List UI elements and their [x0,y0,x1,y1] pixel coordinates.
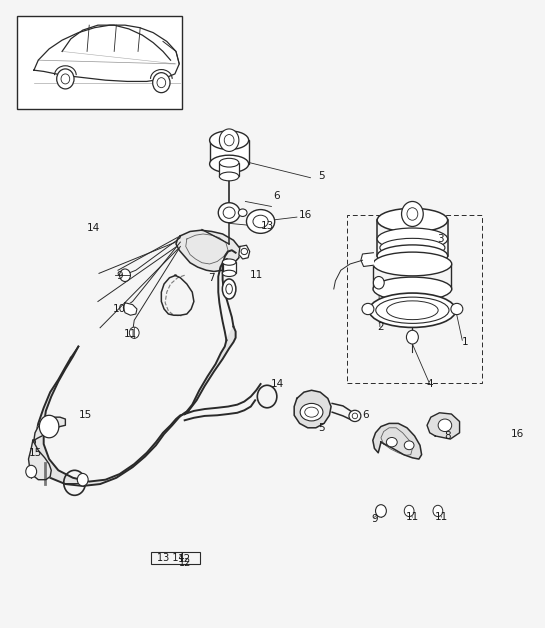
Circle shape [402,202,423,227]
Ellipse shape [246,210,275,234]
Ellipse shape [241,248,247,254]
Circle shape [224,134,234,146]
Ellipse shape [219,158,239,167]
Ellipse shape [373,252,452,276]
Circle shape [376,505,386,517]
Bar [222,262,236,273]
Circle shape [129,327,139,338]
Polygon shape [34,417,65,440]
Circle shape [26,465,37,478]
Text: 14: 14 [87,223,100,233]
Ellipse shape [253,215,268,228]
Text: 11: 11 [435,512,449,522]
Circle shape [157,78,166,88]
Ellipse shape [377,208,447,232]
Bar [219,163,239,176]
Text: 15: 15 [79,410,92,420]
Circle shape [407,330,419,344]
Ellipse shape [349,410,361,421]
Bar [347,215,482,383]
Ellipse shape [300,403,323,421]
Ellipse shape [219,203,240,223]
Polygon shape [427,413,459,439]
Polygon shape [123,303,137,315]
Text: 4: 4 [426,379,433,389]
Polygon shape [373,423,422,459]
Ellipse shape [377,228,447,250]
Text: 5: 5 [318,171,325,181]
Text: 7: 7 [208,273,215,283]
Text: 9: 9 [371,514,378,524]
Ellipse shape [352,413,358,419]
Ellipse shape [386,438,397,447]
Text: 11: 11 [124,329,137,339]
Text: 3: 3 [437,234,444,244]
Ellipse shape [451,303,463,315]
Circle shape [153,73,170,93]
Circle shape [77,474,88,486]
Ellipse shape [438,419,452,431]
Ellipse shape [210,131,249,149]
Text: 13 14: 13 14 [157,553,184,563]
Ellipse shape [226,284,232,294]
Ellipse shape [362,303,374,315]
Ellipse shape [380,239,445,257]
Circle shape [407,208,418,220]
Text: 8: 8 [444,431,450,441]
Circle shape [57,69,74,89]
Text: 2: 2 [378,322,384,332]
Ellipse shape [222,279,236,299]
Circle shape [404,506,414,517]
Circle shape [119,269,130,281]
Text: 13: 13 [261,222,274,232]
Ellipse shape [386,301,438,320]
Ellipse shape [222,270,236,276]
Text: 10: 10 [113,304,126,314]
Polygon shape [28,440,51,480]
Circle shape [39,415,59,438]
Circle shape [373,276,384,289]
Ellipse shape [305,407,318,417]
Text: 14: 14 [271,379,284,389]
Text: 6: 6 [362,410,369,420]
Ellipse shape [210,155,249,173]
Text: 16: 16 [299,210,312,220]
Text: 16: 16 [511,429,524,439]
Text: 12: 12 [178,554,191,564]
Ellipse shape [219,172,239,181]
Circle shape [219,129,239,151]
Ellipse shape [373,277,452,301]
Polygon shape [361,252,373,266]
Text: 1: 1 [462,337,468,347]
Polygon shape [185,327,235,414]
Text: 9: 9 [116,271,123,281]
Ellipse shape [377,245,447,267]
Polygon shape [176,230,240,271]
Bar [16,16,182,109]
Text: 12: 12 [178,558,191,568]
Bar [210,140,249,164]
Polygon shape [239,245,250,259]
Text: 5: 5 [318,423,325,433]
Ellipse shape [222,259,236,265]
Text: 15: 15 [28,448,41,458]
Circle shape [433,506,443,517]
Text: 6: 6 [274,192,280,202]
Ellipse shape [223,207,235,219]
Polygon shape [34,25,179,82]
Text: 11: 11 [406,512,419,522]
Polygon shape [35,347,189,486]
Circle shape [61,74,70,84]
Ellipse shape [404,441,414,450]
Text: 11: 11 [250,270,263,280]
Ellipse shape [238,209,247,217]
Bar [151,551,200,564]
Ellipse shape [369,293,456,327]
Ellipse shape [376,297,449,323]
Polygon shape [294,390,331,428]
